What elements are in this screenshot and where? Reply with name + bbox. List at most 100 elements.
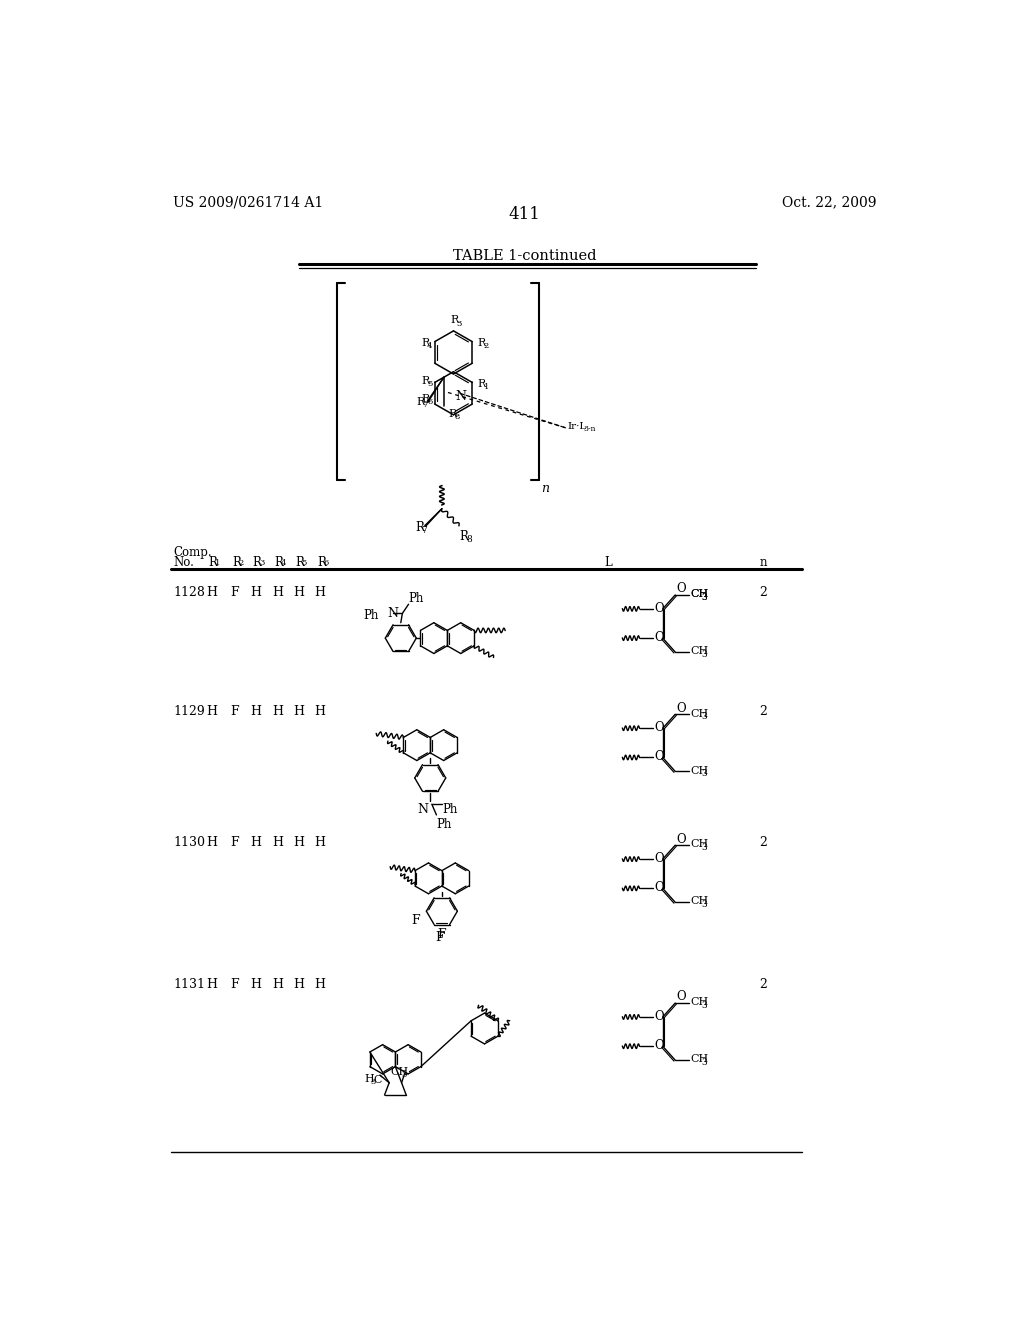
Text: F: F [230, 586, 240, 599]
Text: 3: 3 [701, 770, 708, 777]
Text: R: R [460, 529, 469, 543]
Text: H: H [272, 836, 283, 849]
Text: 1: 1 [483, 383, 489, 391]
Text: 7: 7 [423, 401, 428, 409]
Text: n: n [541, 482, 549, 495]
Text: H: H [314, 978, 326, 991]
Text: R: R [421, 376, 429, 385]
Text: H: H [365, 1074, 374, 1084]
Text: F: F [230, 836, 240, 849]
Text: H: H [251, 586, 261, 599]
Text: F: F [230, 705, 240, 718]
Text: R: R [416, 397, 425, 407]
Text: H: H [293, 836, 304, 849]
Text: CH: CH [690, 840, 709, 850]
Text: N: N [387, 607, 398, 620]
Text: 5: 5 [302, 558, 307, 566]
Text: Comp.: Comp. [173, 545, 212, 558]
Text: 8: 8 [466, 535, 472, 544]
Text: H: H [206, 705, 217, 718]
Text: O: O [677, 702, 686, 714]
Text: CH: CH [690, 998, 709, 1007]
Text: 3: 3 [701, 649, 708, 659]
Text: R: R [447, 409, 457, 418]
Text: 1131: 1131 [173, 978, 205, 991]
Text: O: O [654, 602, 664, 615]
Text: R: R [317, 556, 326, 569]
Text: H: H [251, 705, 261, 718]
Text: O: O [654, 1010, 664, 1023]
Text: Ph: Ph [364, 609, 379, 622]
Text: 2: 2 [760, 705, 767, 718]
Text: Ph: Ph [442, 803, 458, 816]
Text: 5: 5 [427, 380, 432, 388]
Text: 2: 2 [760, 836, 767, 849]
Text: O: O [654, 631, 664, 644]
Text: F: F [437, 928, 445, 941]
Text: H: H [206, 586, 217, 599]
Text: H: H [314, 836, 326, 849]
Text: 3: 3 [701, 843, 708, 851]
Text: H: H [206, 836, 217, 849]
Text: 6: 6 [427, 399, 432, 407]
Text: Ph: Ph [409, 591, 424, 605]
Text: 3: 3 [457, 319, 462, 327]
Text: 411: 411 [509, 206, 541, 223]
Text: 1130: 1130 [173, 836, 205, 849]
Text: CH: CH [690, 589, 709, 599]
Text: n: n [760, 556, 767, 569]
Text: F: F [435, 931, 443, 944]
Text: 1128: 1128 [173, 586, 205, 599]
Text: O: O [654, 851, 664, 865]
Text: TABLE 1-continued: TABLE 1-continued [453, 249, 597, 263]
Text: R: R [477, 338, 485, 348]
Text: R: R [231, 556, 241, 569]
Text: H: H [206, 978, 217, 991]
Text: 7: 7 [422, 525, 427, 535]
Text: H: H [272, 978, 283, 991]
Text: 3: 3 [701, 593, 708, 602]
Text: H: H [272, 705, 283, 718]
Text: H: H [293, 586, 304, 599]
Text: 1129: 1129 [173, 705, 205, 718]
Text: O: O [654, 1039, 664, 1052]
Text: CH: CH [690, 896, 709, 907]
Text: H: H [251, 836, 261, 849]
Text: 2: 2 [483, 342, 489, 350]
Text: No.: No. [173, 556, 194, 569]
Text: CH: CH [690, 647, 709, 656]
Text: 3: 3 [701, 1001, 708, 1010]
Text: F: F [230, 978, 240, 991]
Text: H: H [314, 705, 326, 718]
Text: 4: 4 [427, 342, 433, 350]
Text: 3: 3 [701, 900, 708, 909]
Text: US 2009/0261714 A1: US 2009/0261714 A1 [173, 195, 324, 210]
Text: 8: 8 [455, 413, 460, 421]
Text: O: O [677, 833, 686, 846]
Text: 6: 6 [324, 558, 329, 566]
Text: F: F [412, 915, 420, 927]
Text: O: O [654, 750, 664, 763]
Text: H: H [293, 705, 304, 718]
Text: R: R [209, 556, 217, 569]
Text: 3: 3 [701, 1057, 708, 1067]
Text: 2: 2 [760, 586, 767, 599]
Text: Ph: Ph [436, 818, 452, 832]
Text: R: R [477, 379, 485, 389]
Text: R: R [295, 556, 304, 569]
Text: CH: CH [690, 589, 709, 599]
Text: O: O [654, 880, 664, 894]
Text: C: C [374, 1074, 382, 1085]
Text: L: L [604, 556, 612, 569]
Text: Ir·L: Ir·L [567, 422, 587, 430]
Text: 2: 2 [760, 978, 767, 991]
Text: H: H [272, 586, 283, 599]
Text: R: R [421, 338, 429, 348]
Text: R: R [253, 556, 262, 569]
Text: 3: 3 [259, 558, 264, 566]
Text: 2: 2 [238, 558, 244, 566]
Text: O: O [677, 990, 686, 1003]
Text: R: R [274, 556, 284, 569]
Text: N: N [456, 389, 467, 403]
Text: O: O [677, 582, 686, 595]
